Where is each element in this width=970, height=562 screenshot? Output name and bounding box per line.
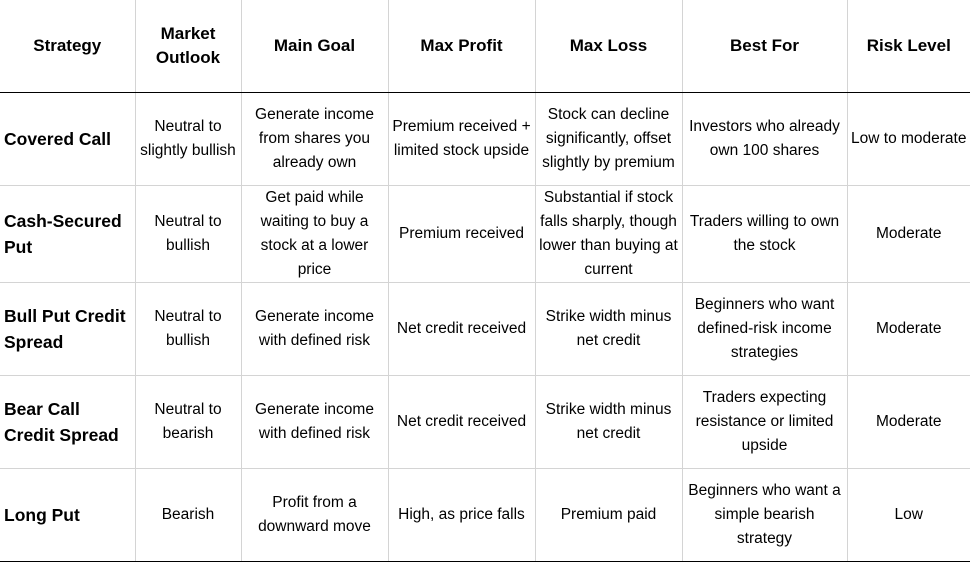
strategy-cell: Bear Call Credit Spread — [0, 375, 136, 469]
table-row: Cash-Secured Put Neutral to bullish Get … — [0, 185, 970, 283]
max-profit-cell: High, as price falls — [388, 468, 536, 562]
max-loss-cell: Stock can decline significantly, offset … — [535, 92, 683, 186]
goal-cell: Generate income with defined risk — [241, 375, 389, 469]
outlook-cell: Neutral to bearish — [135, 375, 242, 469]
best-for-cell: Beginners who want a simple bearish stra… — [682, 468, 848, 562]
strategy-cell: Bull Put Credit Spread — [0, 282, 136, 376]
best-for-cell: Traders expecting resistance or limited … — [682, 375, 848, 469]
max-loss-cell: Strike width minus net credit — [535, 282, 683, 376]
best-for-cell: Traders willing to own the stock — [682, 185, 848, 283]
max-loss-cell: Substantial if stock falls sharply, thou… — [535, 185, 683, 283]
header-strategy: Strategy — [0, 0, 136, 93]
risk-level-cell: Moderate — [847, 375, 970, 469]
strategy-cell: Covered Call — [0, 92, 136, 186]
max-loss-cell: Premium paid — [535, 468, 683, 562]
header-row: Strategy Market Outlook Main Goal Max Pr… — [0, 0, 970, 93]
risk-level-cell: Moderate — [847, 185, 970, 283]
best-for-cell: Beginners who want defined-risk income s… — [682, 282, 848, 376]
max-profit-cell: Net credit received — [388, 375, 536, 469]
goal-cell: Generate income from shares you already … — [241, 92, 389, 186]
risk-level-cell: Low — [847, 468, 970, 562]
table-row: Bear Call Credit Spread Neutral to beari… — [0, 375, 970, 469]
outlook-cell: Neutral to bullish — [135, 185, 242, 283]
goal-cell: Generate income with defined risk — [241, 282, 389, 376]
header-risk-level: Risk Level — [847, 0, 970, 93]
risk-level-cell: Low to moderate — [847, 92, 970, 186]
max-profit-cell: Premium received + limited stock upside — [388, 92, 536, 186]
goal-cell: Get paid while waiting to buy a stock at… — [241, 185, 389, 283]
header-max-profit: Max Profit — [388, 0, 536, 93]
table-row: Covered Call Neutral to slightly bullish… — [0, 92, 970, 186]
best-for-cell: Investors who already own 100 shares — [682, 92, 848, 186]
outlook-cell: Neutral to slightly bullish — [135, 92, 242, 186]
outlook-cell: Bearish — [135, 468, 242, 562]
max-loss-cell: Strike width minus net credit — [535, 375, 683, 469]
header-main-goal: Main Goal — [241, 0, 389, 93]
outlook-cell: Neutral to bullish — [135, 282, 242, 376]
strategy-cell: Cash-Secured Put — [0, 185, 136, 283]
goal-cell: Profit from a downward move — [241, 468, 389, 562]
max-profit-cell: Premium received — [388, 185, 536, 283]
header-max-loss: Max Loss — [535, 0, 683, 93]
table-row: Long Put Bearish Profit from a downward … — [0, 468, 970, 562]
header-best-for: Best For — [682, 0, 848, 93]
table-row: Bull Put Credit Spread Neutral to bullis… — [0, 282, 970, 376]
risk-level-cell: Moderate — [847, 282, 970, 376]
max-profit-cell: Net credit received — [388, 282, 536, 376]
strategy-cell: Long Put — [0, 468, 136, 562]
header-market-outlook: Market Outlook — [135, 0, 242, 93]
